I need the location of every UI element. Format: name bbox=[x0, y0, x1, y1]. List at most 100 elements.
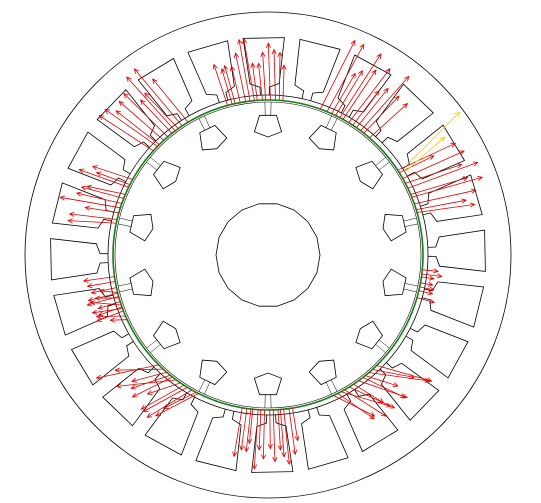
force-vector-head bbox=[97, 304, 104, 310]
force-vector bbox=[258, 409, 262, 450]
force-vector-head bbox=[350, 39, 356, 46]
rotor-slot-bridge bbox=[379, 339, 390, 349]
force-vector-head bbox=[142, 407, 149, 413]
force-vector-head bbox=[369, 411, 376, 417]
force-vector-head bbox=[86, 301, 93, 307]
stator-slot bbox=[195, 409, 242, 472]
force-vector-head bbox=[118, 100, 125, 107]
rotor-slot bbox=[308, 124, 337, 151]
highlight-vector-head bbox=[454, 111, 461, 118]
force-vector-head bbox=[429, 298, 435, 304]
force-vector bbox=[263, 409, 265, 459]
force-vector bbox=[410, 177, 468, 195]
force-vector bbox=[116, 379, 177, 387]
force-vector bbox=[88, 292, 118, 301]
rotor-slot bbox=[129, 213, 154, 242]
force-vector bbox=[152, 78, 189, 123]
force-vector bbox=[277, 409, 281, 450]
stator-slot bbox=[102, 366, 161, 427]
force-vector-head bbox=[146, 390, 153, 395]
force-vector-head bbox=[350, 72, 356, 79]
force-vector-head bbox=[472, 161, 479, 167]
force-vector-head bbox=[98, 288, 105, 294]
force-vector-head bbox=[239, 445, 245, 451]
force-vector bbox=[213, 64, 228, 106]
force-vector-head bbox=[104, 108, 111, 114]
force-vector-head bbox=[139, 99, 146, 106]
force-vector bbox=[292, 408, 299, 441]
rotor bbox=[112, 99, 424, 411]
force-vector-head bbox=[109, 317, 116, 323]
force-vector-head bbox=[87, 296, 94, 302]
rotor-slot-bridge bbox=[119, 288, 133, 293]
force-vector bbox=[224, 65, 236, 104]
force-vector bbox=[282, 65, 285, 101]
force-vector-head bbox=[383, 87, 389, 94]
force-vector-head bbox=[427, 290, 434, 296]
stator-slot bbox=[70, 330, 134, 386]
force-vector bbox=[399, 155, 434, 174]
stator-slot bbox=[53, 288, 116, 336]
force-vector bbox=[417, 204, 475, 213]
force-vector bbox=[422, 269, 439, 272]
rotor-slot-bridge bbox=[150, 157, 161, 166]
rotor-slot bbox=[382, 213, 407, 242]
force-vector-head bbox=[98, 115, 105, 121]
force-vector bbox=[337, 393, 375, 420]
force-vector-head bbox=[256, 62, 262, 69]
force-vector-head bbox=[376, 53, 382, 59]
force-vector bbox=[348, 68, 391, 123]
force-vector-head bbox=[271, 48, 277, 55]
force-vector-head bbox=[252, 464, 258, 470]
force-vector bbox=[81, 186, 124, 199]
force-vector-head bbox=[404, 75, 410, 82]
stator-slot bbox=[294, 38, 341, 101]
force-vector-head bbox=[223, 64, 229, 71]
force-vector-head bbox=[115, 110, 122, 116]
shaft bbox=[215, 203, 321, 307]
force-vector-head bbox=[95, 313, 102, 320]
rotor-slot bbox=[253, 372, 283, 396]
force-vector-head bbox=[67, 218, 73, 224]
force-vector bbox=[92, 308, 123, 314]
stator-slot bbox=[242, 37, 285, 96]
force-vector bbox=[69, 213, 118, 220]
force-vector-head bbox=[477, 176, 484, 181]
force-vector-head bbox=[450, 142, 457, 148]
rotor-slot bbox=[153, 320, 181, 350]
force-vector-head bbox=[394, 95, 400, 102]
force-vector bbox=[96, 315, 126, 317]
force-vector bbox=[360, 76, 410, 131]
force-vector bbox=[245, 409, 252, 452]
force-vector-head bbox=[59, 195, 66, 201]
force-vector bbox=[147, 382, 181, 395]
force-vector-head bbox=[162, 404, 169, 409]
rotor-slot-bridge bbox=[375, 157, 386, 166]
force-vector-head bbox=[260, 51, 266, 58]
force-vector bbox=[339, 53, 382, 118]
force-vector-head bbox=[114, 367, 120, 373]
rotor-slot bbox=[355, 160, 383, 190]
force-vector bbox=[283, 409, 290, 465]
force-vector-head bbox=[357, 70, 363, 76]
force-vector bbox=[144, 92, 179, 129]
force-vector-head bbox=[371, 69, 377, 76]
force-vector bbox=[104, 109, 158, 147]
force-vector bbox=[402, 150, 465, 179]
force-vector bbox=[233, 407, 243, 457]
force-vector-head bbox=[78, 168, 85, 174]
force-vector bbox=[368, 372, 430, 382]
rotor-slot-bridge bbox=[118, 223, 131, 227]
force-vector bbox=[76, 192, 122, 204]
force-vector-head bbox=[426, 377, 433, 383]
rotor-slot-bridge bbox=[204, 382, 211, 395]
force-vector-head bbox=[86, 283, 93, 289]
force-vector bbox=[243, 38, 255, 101]
force-vector bbox=[131, 371, 167, 382]
force-vector bbox=[288, 408, 296, 455]
rotor-slot-bridge bbox=[119, 217, 133, 222]
force-vector-head bbox=[378, 398, 385, 404]
force-vector bbox=[96, 172, 131, 185]
force-vector-head bbox=[89, 300, 96, 306]
stator-slot bbox=[67, 131, 131, 186]
